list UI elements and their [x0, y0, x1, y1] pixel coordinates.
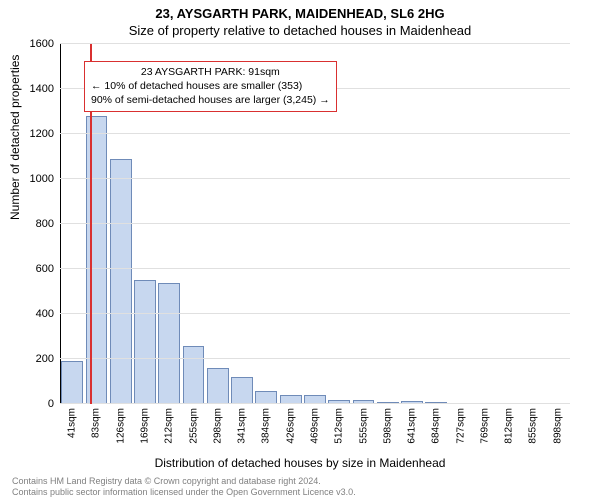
histogram-bar	[255, 391, 277, 405]
x-tick-label: 126sqm	[115, 408, 126, 444]
gridline	[60, 133, 570, 134]
histogram-bar	[207, 368, 229, 404]
y-tick-label: 1200	[30, 128, 54, 140]
histogram-bar	[158, 283, 180, 405]
bar-slot: 641sqm	[400, 44, 424, 404]
histogram-bar	[231, 377, 253, 404]
x-tick-label: 255sqm	[188, 408, 199, 444]
bar-slot: 898sqm	[546, 44, 570, 404]
bar-slot: 769sqm	[473, 44, 497, 404]
gridline	[60, 313, 570, 314]
chart-plot-area: 41sqm83sqm126sqm169sqm212sqm255sqm298sqm…	[60, 44, 570, 404]
gridline	[60, 223, 570, 224]
y-tick-label: 600	[36, 263, 54, 275]
y-tick-label: 1600	[30, 38, 54, 50]
x-axis-label: Distribution of detached houses by size …	[0, 456, 600, 470]
y-tick-label: 800	[36, 218, 54, 230]
footer-line-1: Contains HM Land Registry data © Crown c…	[12, 476, 356, 487]
bar-slot: 727sqm	[449, 44, 473, 404]
x-tick-label: 598sqm	[382, 408, 393, 444]
x-tick-label: 555sqm	[358, 408, 369, 444]
gridline	[60, 43, 570, 44]
x-tick-label: 298sqm	[212, 408, 223, 444]
histogram-bar	[134, 280, 156, 404]
annotation-box: 23 AYSGARTH PARK: 91sqm← 10% of detached…	[84, 61, 337, 112]
bar-slot: 855sqm	[521, 44, 545, 404]
page-subtitle: Size of property relative to detached ho…	[0, 21, 600, 38]
y-tick-label: 200	[36, 353, 54, 365]
gridline	[60, 358, 570, 359]
page-title: 23, AYSGARTH PARK, MAIDENHEAD, SL6 2HG	[0, 0, 600, 21]
x-tick-label: 727sqm	[455, 408, 466, 444]
x-tick-label: 212sqm	[164, 408, 175, 444]
histogram-bar	[110, 159, 132, 404]
footer-line-2: Contains public sector information licen…	[12, 487, 356, 498]
histogram-bar	[61, 361, 83, 404]
x-tick-label: 641sqm	[407, 408, 418, 444]
x-tick-label: 83sqm	[91, 408, 102, 438]
annotation-line: ← 10% of detached houses are smaller (35…	[91, 79, 330, 93]
y-tick-label: 0	[48, 398, 54, 410]
histogram-bar	[183, 346, 205, 405]
gridline	[60, 403, 570, 404]
gridline	[60, 178, 570, 179]
bar-slot: 598sqm	[376, 44, 400, 404]
annotation-line: 23 AYSGARTH PARK: 91sqm	[91, 65, 330, 79]
annotation-line: 90% of semi-detached houses are larger (…	[91, 93, 330, 107]
x-tick-label: 341sqm	[237, 408, 248, 444]
x-tick-label: 384sqm	[261, 408, 272, 444]
x-tick-label: 41sqm	[67, 408, 78, 438]
x-tick-label: 469sqm	[309, 408, 320, 444]
y-axis-label: Number of detached properties	[8, 55, 22, 220]
x-tick-label: 898sqm	[552, 408, 563, 444]
x-tick-label: 426sqm	[285, 408, 296, 444]
bar-slot: 684sqm	[424, 44, 448, 404]
x-tick-label: 512sqm	[334, 408, 345, 444]
x-tick-label: 684sqm	[431, 408, 442, 444]
x-tick-label: 169sqm	[139, 408, 150, 444]
footer-attribution: Contains HM Land Registry data © Crown c…	[12, 476, 356, 499]
bar-slot: 812sqm	[497, 44, 521, 404]
bar-slot: 555sqm	[351, 44, 375, 404]
y-tick-label: 1400	[30, 83, 54, 95]
bar-slot: 41sqm	[60, 44, 84, 404]
x-tick-label: 812sqm	[504, 408, 515, 444]
y-tick-label: 400	[36, 308, 54, 320]
y-tick-label: 1000	[30, 173, 54, 185]
x-tick-label: 769sqm	[479, 408, 490, 444]
x-tick-label: 855sqm	[528, 408, 539, 444]
gridline	[60, 268, 570, 269]
